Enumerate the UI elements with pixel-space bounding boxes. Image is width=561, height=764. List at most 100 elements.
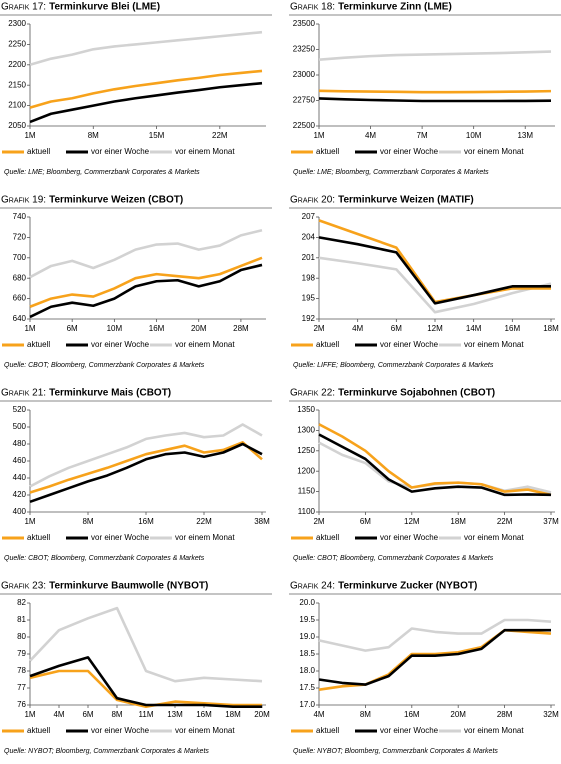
chart-label: Grafik 24:	[290, 581, 335, 592]
y-tick-label: 2150	[8, 80, 26, 89]
chart-label: Grafik 23:	[1, 581, 46, 592]
y-tick-label: 2100	[8, 101, 26, 110]
chart-label: Grafik 20:	[290, 195, 335, 206]
x-tick-label: 38M	[254, 517, 270, 526]
chart-label: Grafik 21:	[1, 388, 46, 399]
series-line	[318, 628, 551, 686]
chart-label: Grafik 22:	[290, 388, 335, 399]
chart-title: Terminkurve Zinn (LME)	[338, 2, 452, 13]
series-line	[318, 441, 552, 494]
chart-title: Terminkurve Baumwolle (NYBOT)	[49, 581, 208, 592]
series-line	[29, 228, 263, 279]
legend-label: aktuell	[27, 726, 50, 735]
x-tick-label: 15M	[149, 131, 165, 140]
legend-label: vor einer Woche	[91, 533, 150, 542]
series-line	[29, 656, 262, 708]
x-tick-label: 22M	[196, 517, 212, 526]
x-tick-label: 13M	[167, 710, 183, 719]
y-tick-label: 1200	[297, 466, 315, 475]
y-tick-label: 18.5	[299, 649, 315, 658]
y-tick-label: 80	[17, 632, 26, 641]
series-line	[318, 236, 551, 305]
x-tick-label: 16M	[149, 324, 165, 333]
x-tick-label: 6M	[360, 517, 371, 526]
y-tick-label: 1250	[297, 446, 315, 455]
y-tick-label: 1100	[298, 507, 316, 516]
x-tick-label: 22M	[497, 517, 513, 526]
x-tick-label: 6M	[67, 324, 78, 333]
y-tick-label: 17.5	[299, 683, 315, 692]
series-line	[318, 97, 552, 103]
y-tick-label: 22500	[293, 121, 316, 130]
series-line	[29, 606, 263, 683]
y-tick-label: 460	[13, 456, 27, 465]
chart-label: Grafik 17:	[1, 2, 46, 13]
y-tick-label: 77	[17, 683, 26, 692]
x-tick-label: 4M	[53, 710, 64, 719]
y-tick-label: 720	[13, 233, 27, 242]
y-tick-label: 23000	[293, 70, 316, 79]
x-tick-label: 18M	[450, 517, 466, 526]
series-line	[29, 30, 263, 67]
y-tick-label: 76	[17, 700, 26, 709]
y-tick-label: 480	[13, 439, 27, 448]
x-tick-label: 12M	[404, 517, 420, 526]
series-line	[29, 256, 263, 308]
x-tick-label: 32M	[543, 710, 559, 719]
x-tick-label: 8M	[82, 517, 93, 526]
x-tick-label: 13M	[517, 131, 533, 140]
y-tick-label: 19.0	[299, 632, 315, 641]
legend-label: vor einem Monat	[175, 533, 235, 542]
legend-label: aktuell	[27, 533, 50, 542]
x-tick-label: 14M	[466, 324, 482, 333]
source-note: Quelle: CBOT; Bloomberg, Commerzbank Cor…	[4, 555, 205, 562]
y-tick-label: 440	[13, 473, 27, 482]
series-line	[29, 69, 263, 109]
x-tick-label: 4M	[365, 131, 376, 140]
y-tick-label: 1300	[297, 426, 315, 435]
y-tick-label: 198	[302, 273, 316, 282]
series-line	[318, 50, 552, 61]
x-tick-label: 2M	[313, 517, 324, 526]
y-tick-label: 2050	[8, 121, 26, 130]
y-tick-label: 201	[302, 253, 316, 262]
legend-label: aktuell	[316, 147, 339, 156]
x-tick-label: 20M	[254, 710, 270, 719]
legend-label: vor einer Woche	[380, 726, 439, 735]
y-tick-label: 19.5	[299, 615, 315, 624]
chart-title: Terminkurve Weizen (CBOT)	[49, 195, 183, 206]
legend-label: aktuell	[316, 533, 339, 542]
y-tick-label: 78	[17, 666, 26, 675]
source-note: Quelle: LME; Bloomberg, Commerzbank Corp…	[293, 169, 489, 176]
chart-label: Grafik 18:	[290, 2, 335, 13]
legend-label: vor einer Woche	[91, 340, 150, 349]
legend-label: vor einem Monat	[175, 726, 235, 735]
legend-label: aktuell	[316, 340, 339, 349]
y-tick-label: 700	[13, 253, 27, 262]
y-tick-label: 420	[13, 490, 27, 499]
x-tick-label: 22M	[212, 131, 228, 140]
x-tick-label: 16M	[505, 324, 521, 333]
legend-label: vor einer Woche	[380, 147, 439, 156]
chart-label: Grafik 19:	[1, 195, 46, 206]
series-line	[318, 89, 552, 94]
x-tick-label: 1M	[24, 131, 35, 140]
series-line	[29, 423, 263, 488]
series-line	[29, 81, 263, 124]
legend-label: aktuell	[27, 147, 50, 156]
x-tick-label: 8M	[360, 710, 371, 719]
x-tick-label: 10M	[107, 324, 123, 333]
y-tick-label: 20.0	[299, 598, 315, 607]
y-tick-label: 520	[13, 405, 27, 414]
source-note: Quelle: LME; Bloomberg, Commerzbank Corp…	[4, 169, 200, 176]
y-tick-label: 23500	[293, 19, 316, 28]
x-tick-label: 6M	[82, 710, 93, 719]
x-tick-label: 28M	[497, 710, 513, 719]
series-line	[318, 433, 552, 497]
source-note: Quelle: NYBOT; Bloomberg, Commerzbank Co…	[4, 748, 209, 755]
y-tick-label: 500	[13, 422, 27, 431]
x-tick-label: 2M	[313, 324, 324, 333]
source-note: Quelle: CBOT; Bloomberg, Commerzbank Cor…	[4, 362, 205, 369]
legend-label: vor einem Monat	[464, 533, 524, 542]
